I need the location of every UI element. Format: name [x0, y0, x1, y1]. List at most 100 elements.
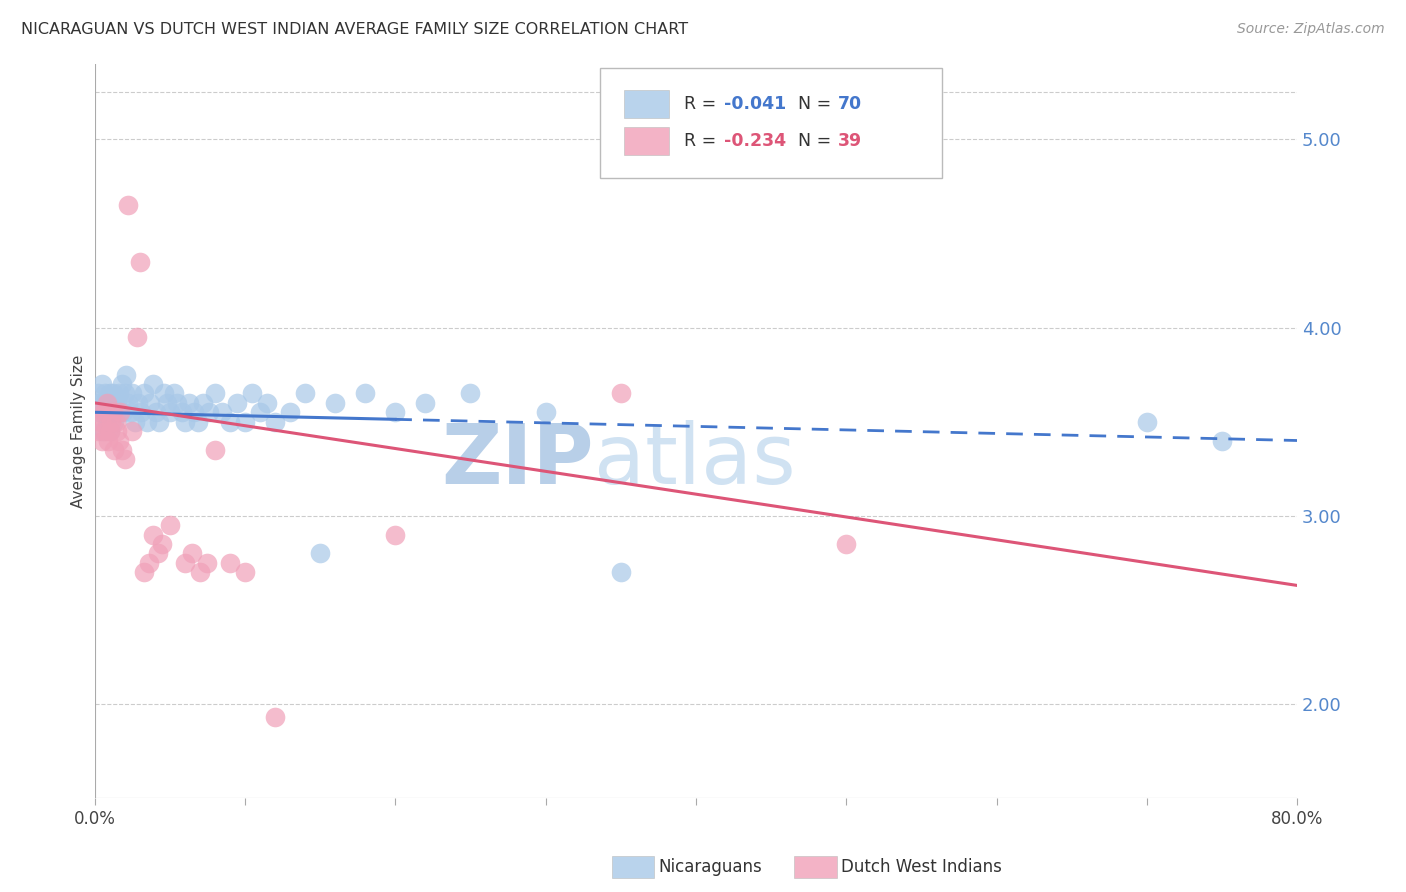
- Text: R =: R =: [683, 132, 721, 150]
- FancyBboxPatch shape: [624, 128, 669, 155]
- Point: [181, 546, 204, 560]
- Point: [179, 396, 201, 410]
- Point: [142, 527, 165, 541]
- Point: [108, 405, 131, 419]
- Point: [134, 386, 156, 401]
- Point: [188, 566, 211, 580]
- Point: [98, 386, 121, 401]
- Point: [103, 442, 125, 457]
- Point: [93, 396, 115, 410]
- Point: [128, 254, 150, 268]
- Point: [125, 330, 148, 344]
- Text: -0.041: -0.041: [724, 95, 786, 113]
- Point: [609, 566, 631, 580]
- Point: [97, 405, 120, 419]
- Point: [384, 405, 406, 419]
- Point: [136, 415, 159, 429]
- Y-axis label: Average Family Size: Average Family Size: [72, 354, 86, 508]
- Point: [150, 537, 173, 551]
- Point: [413, 396, 436, 410]
- Point: [87, 405, 110, 419]
- Point: [159, 405, 181, 419]
- Point: [309, 546, 332, 560]
- Point: [90, 405, 112, 419]
- Point: [384, 527, 406, 541]
- Point: [98, 424, 121, 438]
- Point: [94, 424, 117, 438]
- FancyBboxPatch shape: [624, 90, 669, 119]
- Point: [233, 566, 256, 580]
- Text: Source: ZipAtlas.com: Source: ZipAtlas.com: [1237, 22, 1385, 37]
- Point: [117, 198, 139, 212]
- Point: [183, 405, 205, 419]
- Point: [94, 405, 117, 419]
- Point: [233, 415, 256, 429]
- Point: [166, 396, 188, 410]
- Point: [86, 424, 108, 438]
- Point: [195, 556, 218, 570]
- Point: [98, 424, 121, 438]
- Point: [114, 386, 136, 401]
- Point: [173, 556, 195, 570]
- Point: [104, 405, 127, 419]
- Point: [138, 556, 160, 570]
- Point: [111, 377, 134, 392]
- Point: [124, 415, 146, 429]
- Point: [107, 386, 129, 401]
- Point: [460, 386, 482, 401]
- Text: NICARAGUAN VS DUTCH WEST INDIAN AVERAGE FAMILY SIZE CORRELATION CHART: NICARAGUAN VS DUTCH WEST INDIAN AVERAGE …: [21, 22, 688, 37]
- Point: [121, 386, 143, 401]
- Point: [115, 368, 138, 382]
- Point: [226, 396, 249, 410]
- Point: [170, 405, 193, 419]
- Text: -0.234: -0.234: [724, 132, 786, 150]
- Point: [84, 405, 107, 419]
- Point: [148, 415, 170, 429]
- Point: [104, 415, 127, 429]
- Point: [218, 556, 240, 570]
- Point: [101, 405, 124, 419]
- Text: Dutch West Indians: Dutch West Indians: [841, 858, 1001, 876]
- Point: [264, 415, 287, 429]
- Text: ZIP: ZIP: [441, 420, 593, 501]
- Text: 70: 70: [838, 95, 862, 113]
- Point: [117, 396, 139, 410]
- Point: [108, 405, 131, 419]
- Point: [96, 415, 118, 429]
- Text: R =: R =: [683, 95, 721, 113]
- Point: [91, 434, 114, 448]
- Point: [105, 424, 128, 438]
- Point: [96, 396, 118, 410]
- Point: [191, 396, 214, 410]
- Point: [86, 386, 108, 401]
- Point: [90, 415, 112, 429]
- Point: [112, 405, 135, 419]
- Point: [101, 405, 124, 419]
- Point: [129, 405, 152, 419]
- Point: [87, 396, 110, 410]
- Point: [204, 386, 226, 401]
- Point: [97, 434, 120, 448]
- Point: [107, 434, 129, 448]
- Point: [159, 518, 181, 533]
- Point: [127, 396, 149, 410]
- Point: [94, 386, 117, 401]
- Point: [187, 415, 209, 429]
- Point: [146, 546, 169, 560]
- Text: N =: N =: [799, 132, 837, 150]
- Point: [294, 386, 316, 401]
- Point: [242, 386, 264, 401]
- Point: [93, 405, 115, 419]
- Point: [1211, 434, 1233, 448]
- Point: [198, 405, 221, 419]
- Point: [120, 405, 142, 419]
- Point: [218, 415, 240, 429]
- Point: [1136, 415, 1159, 429]
- Point: [173, 415, 195, 429]
- Point: [835, 537, 858, 551]
- Point: [145, 405, 167, 419]
- Text: 39: 39: [838, 132, 862, 150]
- Point: [354, 386, 377, 401]
- Point: [91, 424, 114, 438]
- Point: [249, 405, 271, 419]
